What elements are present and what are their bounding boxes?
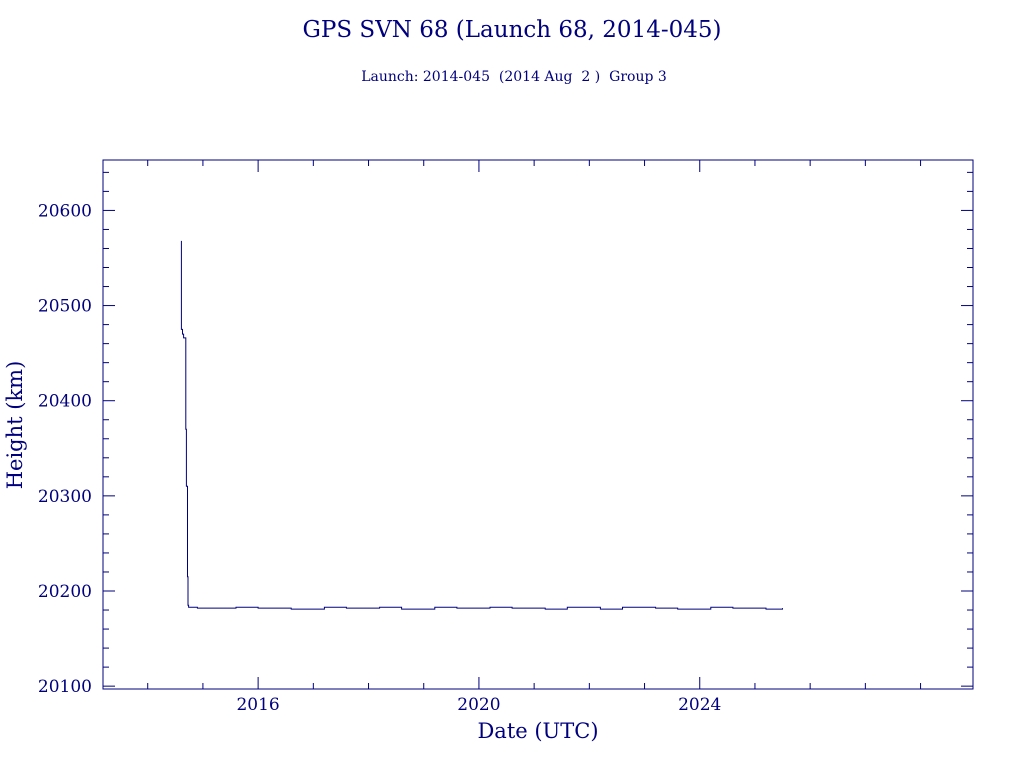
y-tick-label: 20600 bbox=[38, 201, 92, 221]
x-tick-label: 2020 bbox=[457, 695, 500, 715]
x-axis-tick-labels: 2016 2020 2024 bbox=[236, 695, 721, 715]
y-tick-label: 20200 bbox=[38, 582, 92, 602]
y-axis-tick-labels: 20100 20200 20300 20400 20500 20600 bbox=[38, 201, 92, 697]
plot-frame bbox=[102, 159, 974, 690]
y-axis-label: Height (km) bbox=[3, 361, 27, 490]
series-layer bbox=[180, 240, 783, 610]
y-tick-label: 20500 bbox=[38, 297, 92, 317]
x-axis-label: Date (UTC) bbox=[477, 719, 598, 743]
x-axis-ticks bbox=[147, 160, 922, 689]
series-line bbox=[180, 240, 783, 610]
x-tick-label: 2016 bbox=[236, 695, 279, 715]
y-axis-ticks bbox=[103, 171, 973, 687]
y-tick-label: 20100 bbox=[38, 677, 92, 697]
x-tick-label: 2024 bbox=[678, 695, 721, 715]
chart-subtitle: Launch: 2014-045 (2014 Aug 2 ) Group 3 bbox=[361, 69, 667, 85]
chart-title: GPS SVN 68 (Launch 68, 2014-045) bbox=[303, 17, 722, 43]
y-tick-label: 20300 bbox=[38, 487, 92, 507]
y-tick-label: 20400 bbox=[38, 392, 92, 412]
